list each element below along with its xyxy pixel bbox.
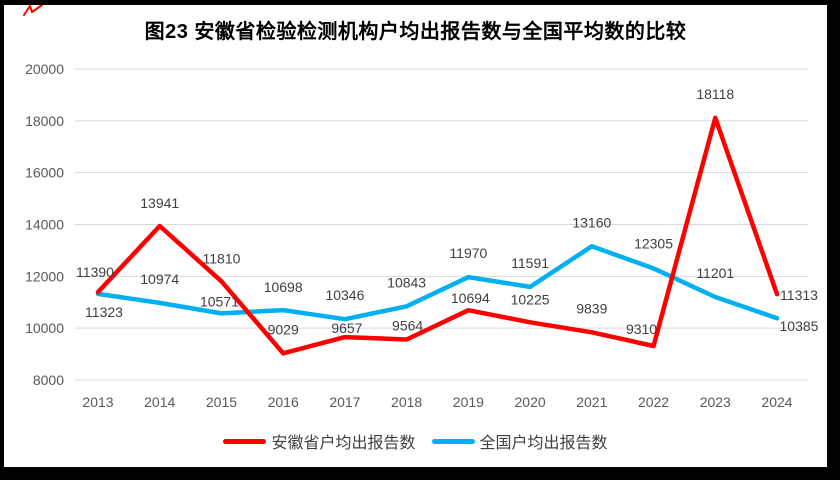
- data-point-label: 11591: [511, 255, 549, 271]
- x-axis-tick-label: 2024: [761, 394, 792, 410]
- data-point-label: 10225: [511, 291, 550, 307]
- x-axis-tick-label: 2021: [576, 394, 607, 410]
- x-axis-tick-label: 2016: [268, 394, 299, 410]
- data-point-label: 13941: [140, 195, 179, 211]
- chart-title: 图23 安徽省检验检测机构户均出报告数与全国平均数的比较: [144, 21, 687, 43]
- x-axis-tick-label: 2020: [515, 394, 546, 410]
- data-point-label: 11313: [780, 287, 818, 303]
- anhui-line-swatch: [223, 438, 267, 444]
- national-line-swatch: [431, 438, 475, 444]
- data-point-label: 10974: [140, 271, 179, 287]
- data-point-label: 9564: [392, 317, 423, 333]
- data-point-label: 11810: [203, 250, 241, 266]
- legend-item-anhui: 安徽省户均出报告数: [223, 429, 416, 453]
- x-axis-tick-label: 2023: [700, 394, 731, 410]
- y-axis-tick-label: 18000: [25, 113, 64, 129]
- data-point-label: 11970: [449, 245, 487, 261]
- data-point-label: 18118: [696, 86, 734, 102]
- data-point-label: 10571: [200, 293, 239, 309]
- legend-label-national: 全国户均出报告数: [479, 435, 608, 452]
- data-point-label: 12305: [634, 235, 673, 251]
- legend: 安徽省户均出报告数 全国户均出报告数: [4, 429, 827, 453]
- data-point-label: 9029: [268, 321, 299, 337]
- data-point-label: 13160: [572, 214, 611, 230]
- y-axis-tick-label: 8000: [33, 372, 64, 388]
- data-point-label: 9310: [626, 321, 657, 337]
- frame-border-bottom: [0, 467, 840, 480]
- data-point-label: 11390: [76, 264, 114, 280]
- data-point-label: 10346: [325, 287, 364, 303]
- y-axis-tick-label: 14000: [25, 217, 64, 233]
- data-point-label: 9839: [576, 300, 607, 316]
- legend-item-national: 全国户均出报告数: [431, 429, 608, 453]
- series-line: [95, 244, 780, 322]
- data-point-label: 10698: [264, 279, 303, 295]
- data-point-label: 11201: [696, 265, 734, 281]
- x-axis-tick-label: 2014: [144, 394, 175, 410]
- data-point-label: 11323: [85, 304, 123, 320]
- y-axis-tick-label: 10000: [25, 320, 64, 336]
- x-axis-tick-label: 2013: [82, 394, 113, 410]
- data-point-label: 10385: [780, 318, 819, 334]
- x-axis-tick-label: 2015: [206, 394, 237, 410]
- legend-label-anhui: 安徽省户均出报告数: [271, 435, 416, 452]
- y-axis-tick-label: 20000: [25, 61, 64, 77]
- data-point-label: 10694: [451, 290, 490, 306]
- frame-border-top: [0, 0, 840, 5]
- frame-border-right: [827, 0, 840, 480]
- data-point-label: 9657: [331, 320, 362, 336]
- corner-scribble-mark: [23, 4, 43, 16]
- x-axis-tick-label: 2022: [638, 394, 669, 410]
- y-axis-tick-label: 12000: [25, 268, 64, 284]
- data-point-label: 10843: [387, 274, 426, 290]
- x-axis-tick-label: 2017: [329, 394, 360, 410]
- series-line: [95, 115, 780, 356]
- x-axis-tick-label: 2019: [453, 394, 484, 410]
- y-axis-tick-label: 16000: [25, 165, 64, 181]
- x-axis-tick-label: 2018: [391, 394, 422, 410]
- frame-border-left: [0, 0, 4, 480]
